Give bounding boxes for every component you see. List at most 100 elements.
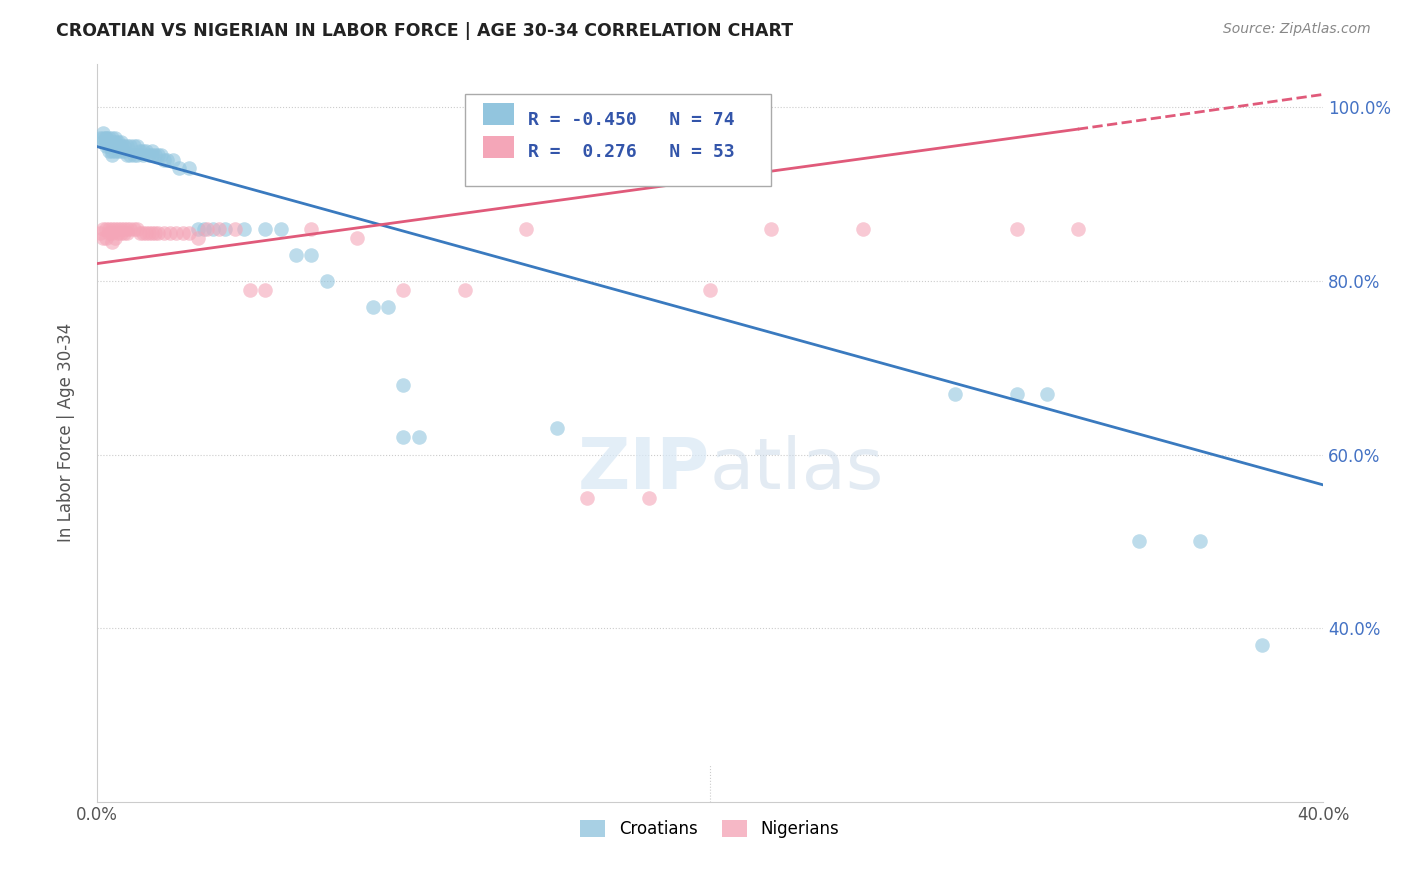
Point — [943, 386, 966, 401]
Point — [165, 226, 187, 240]
Point — [162, 153, 184, 167]
Point — [285, 248, 308, 262]
Point — [101, 148, 124, 162]
Point — [122, 222, 145, 236]
Point — [1250, 639, 1272, 653]
Point — [315, 274, 337, 288]
Point — [1005, 386, 1028, 401]
Point — [761, 222, 783, 236]
Point — [453, 283, 475, 297]
Point — [104, 230, 127, 244]
Point — [98, 135, 121, 149]
Point — [172, 226, 194, 240]
Point — [112, 226, 135, 240]
Point — [232, 222, 254, 236]
Text: R = -0.450   N = 74: R = -0.450 N = 74 — [529, 111, 735, 128]
Point — [107, 139, 129, 153]
Point — [112, 222, 135, 236]
Point — [1036, 386, 1059, 401]
Point — [392, 378, 415, 392]
Point — [1128, 534, 1150, 549]
Point — [117, 148, 139, 162]
Point — [125, 222, 148, 236]
Point — [146, 226, 169, 240]
Point — [408, 430, 430, 444]
Point — [128, 144, 150, 158]
Point — [91, 230, 114, 244]
Y-axis label: In Labor Force | Age 30-34: In Labor Force | Age 30-34 — [58, 323, 75, 542]
Point — [101, 130, 124, 145]
Point — [104, 144, 127, 158]
Point — [107, 226, 129, 240]
Point — [169, 161, 191, 176]
Point — [361, 300, 384, 314]
Point — [299, 248, 322, 262]
Point — [270, 222, 292, 236]
Point — [107, 222, 129, 236]
Point — [91, 127, 114, 141]
Point — [117, 222, 139, 236]
Point — [125, 148, 148, 162]
Point — [637, 491, 659, 505]
Point — [177, 226, 200, 240]
Text: ZIP: ZIP — [578, 435, 710, 504]
Point — [346, 230, 368, 244]
Point — [94, 139, 117, 153]
Point — [135, 226, 157, 240]
Point — [153, 226, 176, 240]
Bar — [484, 103, 513, 125]
Point — [299, 222, 322, 236]
Point — [104, 139, 127, 153]
Point — [98, 144, 121, 158]
Point — [377, 300, 399, 314]
Point — [101, 139, 124, 153]
Point — [122, 148, 145, 162]
Point — [120, 148, 142, 162]
Point — [153, 153, 176, 167]
Point — [214, 222, 236, 236]
Point — [110, 144, 132, 158]
Point — [576, 491, 599, 505]
Point — [110, 222, 132, 236]
Point — [224, 222, 246, 236]
Point — [112, 144, 135, 158]
Point — [101, 222, 124, 236]
Point — [94, 130, 117, 145]
Point — [94, 135, 117, 149]
Point — [101, 226, 124, 240]
Point — [122, 139, 145, 153]
Point — [89, 130, 111, 145]
Point — [120, 139, 142, 153]
Point — [128, 226, 150, 240]
Point — [187, 230, 209, 244]
Text: Source: ZipAtlas.com: Source: ZipAtlas.com — [1223, 22, 1371, 37]
Point — [156, 153, 179, 167]
Bar — [484, 136, 513, 158]
Point — [104, 222, 127, 236]
Point — [1067, 222, 1090, 236]
Point — [143, 226, 166, 240]
Point — [138, 226, 160, 240]
Point — [852, 222, 875, 236]
Point — [104, 130, 127, 145]
Point — [98, 226, 121, 240]
Text: R =  0.276   N = 53: R = 0.276 N = 53 — [529, 143, 735, 161]
Text: CROATIAN VS NIGERIAN IN LABOR FORCE | AGE 30-34 CORRELATION CHART: CROATIAN VS NIGERIAN IN LABOR FORCE | AG… — [56, 22, 793, 40]
Point — [107, 144, 129, 158]
Point — [117, 139, 139, 153]
Point — [91, 135, 114, 149]
Point — [131, 148, 153, 162]
Point — [131, 226, 153, 240]
Point — [131, 144, 153, 158]
Point — [101, 235, 124, 249]
Point — [110, 139, 132, 153]
Point — [392, 430, 415, 444]
Point — [546, 421, 568, 435]
Point — [239, 283, 262, 297]
Point — [94, 230, 117, 244]
Point — [101, 135, 124, 149]
Point — [177, 161, 200, 176]
Point — [202, 222, 225, 236]
Point — [94, 130, 117, 145]
Point — [150, 148, 173, 162]
